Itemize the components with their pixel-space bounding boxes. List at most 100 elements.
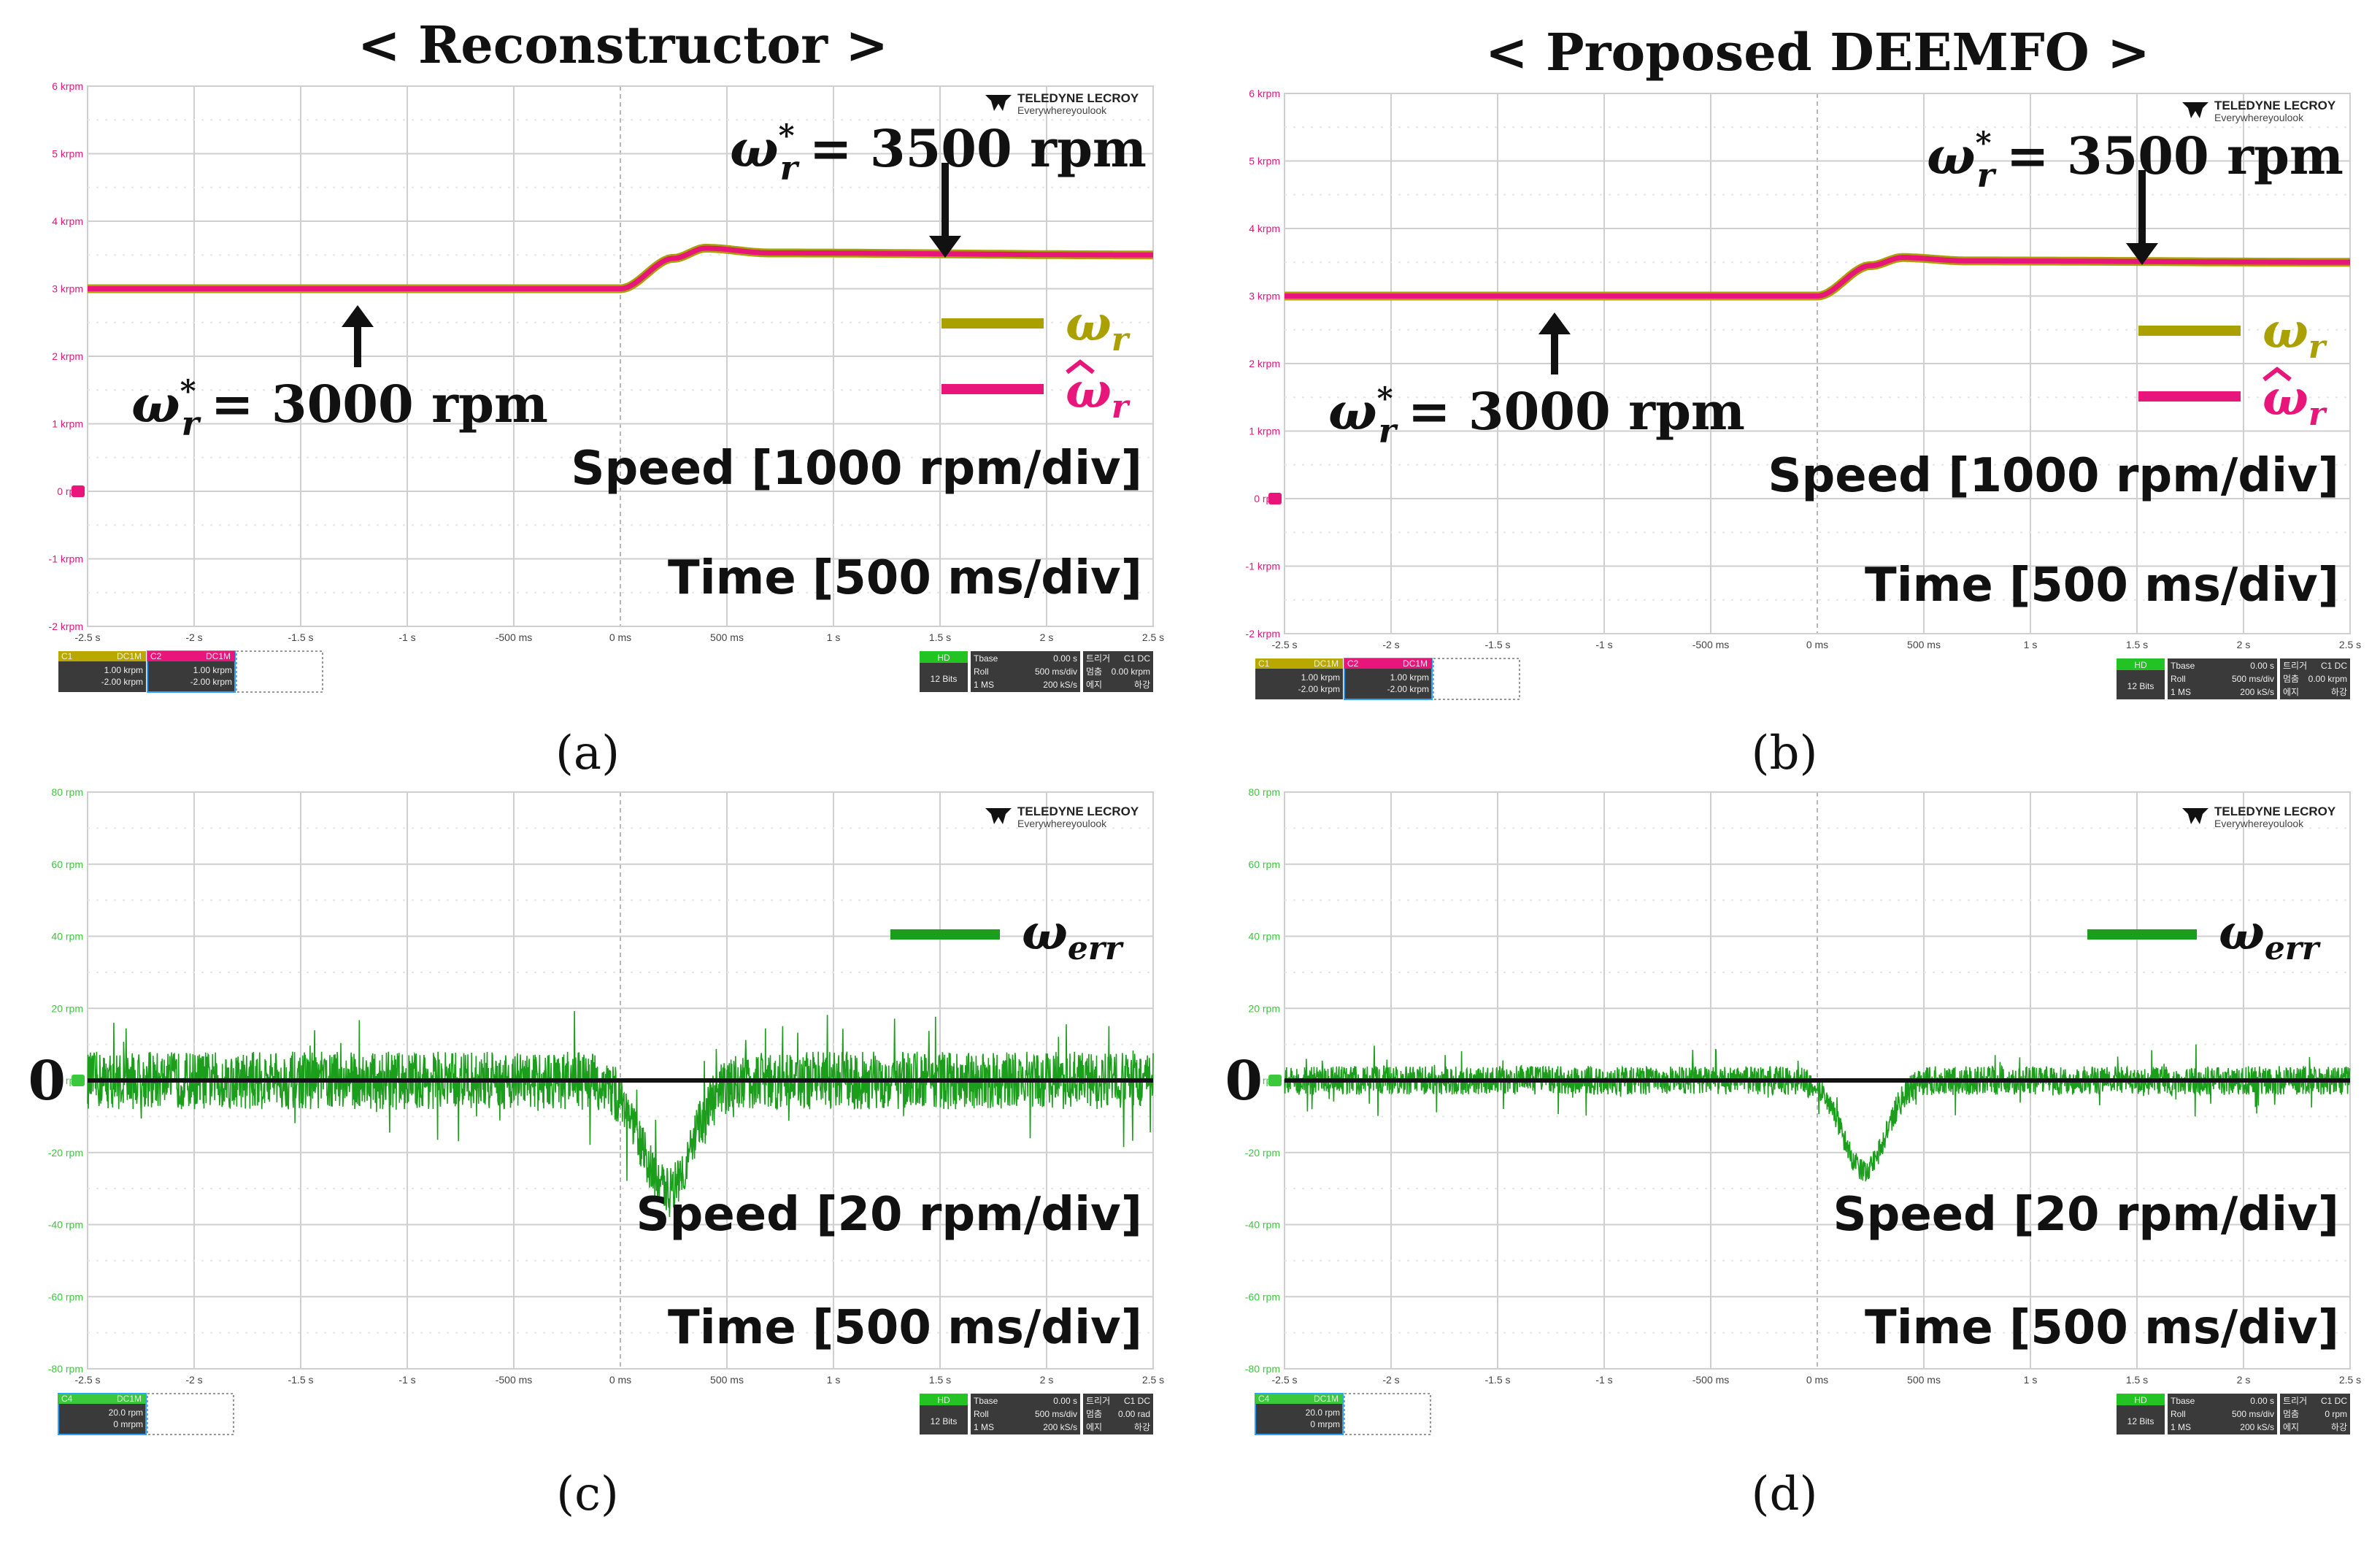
empty-channel-slot [1433,658,1520,700]
bit-depth: 12 Bits [2127,1416,2154,1426]
status-box [1083,651,1153,692]
trigger-slope: 하강 [2331,687,2347,697]
bit-depth: 12 Bits [931,1416,958,1426]
memory-size: 1 MS [974,680,994,690]
sample-rate: 200 kS/s [2240,1422,2274,1432]
y-tick-label: -2 krpm [49,621,83,632]
status-box [971,651,1080,692]
channel-zero-marker [72,485,85,497]
caption-b: (b) [1751,726,1818,780]
trigger-mode: 멈춤 [1086,1409,1102,1419]
c2-coupling: DC1M [206,651,231,661]
x-tick-label: -1 s [398,1374,415,1386]
series-omega-r-hat [88,245,1154,291]
x-tick-label: -2.5 s [74,631,100,643]
timebase-label: Tbase [2171,661,2195,671]
trigger-level: 0.00 rad [1118,1409,1150,1419]
y-tick-label: 1 krpm [52,418,83,430]
x-tick-label: 2 s [1040,1374,1054,1386]
brand-tagline: Everywhereyoulook [2214,112,2304,123]
status-box [920,651,968,663]
y-tick-label: 20 rpm [51,1002,83,1014]
trigger-slope: 하강 [1134,680,1150,690]
brand-name: TELEDYNE LECROY [2214,804,2336,818]
arrow-head [342,305,374,327]
bit-depth: 12 Bits [931,674,958,684]
status-box [1255,1394,1343,1404]
y-tick-label: -60 rpm [48,1291,83,1302]
trigger-type: 에지 [2283,1422,2299,1432]
c2-label: C2 [1347,658,1359,669]
y-tick-label: 20 rpm [1248,1002,1280,1014]
x-tick-label: 2 s [1040,631,1054,643]
x-tick-label: -2 s [185,1374,202,1386]
y-tick-label: 3 krpm [1249,291,1280,302]
x-tick-label: 0 ms [1806,639,1828,650]
status-box [2168,658,2277,699]
teledyne-logo-icon [985,808,1012,824]
brand-name: TELEDYNE LECROY [1017,91,1139,105]
c4-offset: 0 mrpm [1310,1419,1340,1429]
trigger-source: C1 DC [2321,661,2347,671]
brand-tagline: Everywhereyoulook [2214,818,2304,829]
x-tick-label: 1 s [2024,639,2038,650]
math-omega: ω* r = 3000 rpm [131,373,548,443]
caption-d: (d) [1751,1467,1818,1521]
status-box [2117,1394,2165,1405]
trigger-label: 트리거 [2283,1396,2307,1406]
x-tick-label: 0 ms [1806,1374,1828,1386]
status-box [147,651,235,661]
c2-offset: -2.00 krpm [190,677,232,687]
brand-name: TELEDYNE LECROY [2214,99,2336,112]
label-time-scale: Time [500 ms/div] [1865,1301,2339,1355]
brand-tagline: Everywhereyoulook [1017,104,1107,116]
label-ref-3500: ω* r = 3500 rpm [730,118,1147,188]
arrow-ref-3500 [929,163,961,258]
trigger-label: 트리거 [1086,653,1110,664]
x-tick-label: 500 ms [1907,1374,1941,1386]
c1-offset: -2.00 krpm [101,677,143,687]
trigger-type: 에지 [2283,687,2299,697]
time-div: 500 ms/div [2232,1409,2274,1419]
c2-scale: 1.00 krpm [1390,672,1429,683]
c1-offset: -2.00 krpm [1298,684,1340,694]
status-box [2280,658,2350,699]
label-time-scale: Time [500 ms/div] [1865,558,2339,612]
x-tick-label: 500 ms [710,1374,744,1386]
empty-channel-slot [147,1393,234,1435]
x-tick-label: 0 ms [609,631,631,643]
x-tick-label: -1 s [398,631,415,643]
x-tick-label: -500 ms [1692,1374,1730,1386]
x-tick-label: 500 ms [710,631,744,643]
c4-label: C4 [61,1394,73,1404]
x-tick-label: 0 ms [609,1374,631,1386]
series-omega-err [1284,1044,2351,1182]
scope-panel-d: 80 rpm 60 rpm 40 rpm 20 rpm 0 rpm -20 rpm -40 … [1219,786,2361,1435]
x-tick-label: 1 s [827,1374,841,1386]
x-tick-label: 1.5 s [929,631,951,643]
c2-coupling: DC1M [1403,658,1428,669]
series-omega-err [87,1010,1154,1218]
status-box [58,651,146,661]
y-tick-label: 6 krpm [52,80,83,92]
x-tick-label: -500 ms [496,1374,533,1386]
scope-panel-c: 80 rpm 60 rpm 40 rpm 20 rpm 0 rpm -20 rpm -40 … [22,786,1164,1435]
x-tick-label: 1 s [827,631,841,643]
y-tick-label: 80 rpm [51,786,83,798]
arrow-head [1538,312,1571,334]
x-tick-label: -1.5 s [288,631,313,643]
x-tick-label: -1.5 s [1484,1374,1510,1386]
brand-tagline: Everywhereyoulook [1017,818,1107,829]
trigger-mode: 멈춤 [2283,1409,2299,1419]
trigger-mode: 멈춤 [2283,674,2299,684]
x-tick-label: -1 s [1595,639,1612,650]
math-omega: ω* r = 3000 rpm [1328,380,1745,450]
teledyne-logo-icon [2182,808,2208,824]
c1-coupling: DC1M [1314,658,1339,669]
status-box [2117,658,2165,670]
trigger-source: C1 DC [1124,1396,1150,1406]
